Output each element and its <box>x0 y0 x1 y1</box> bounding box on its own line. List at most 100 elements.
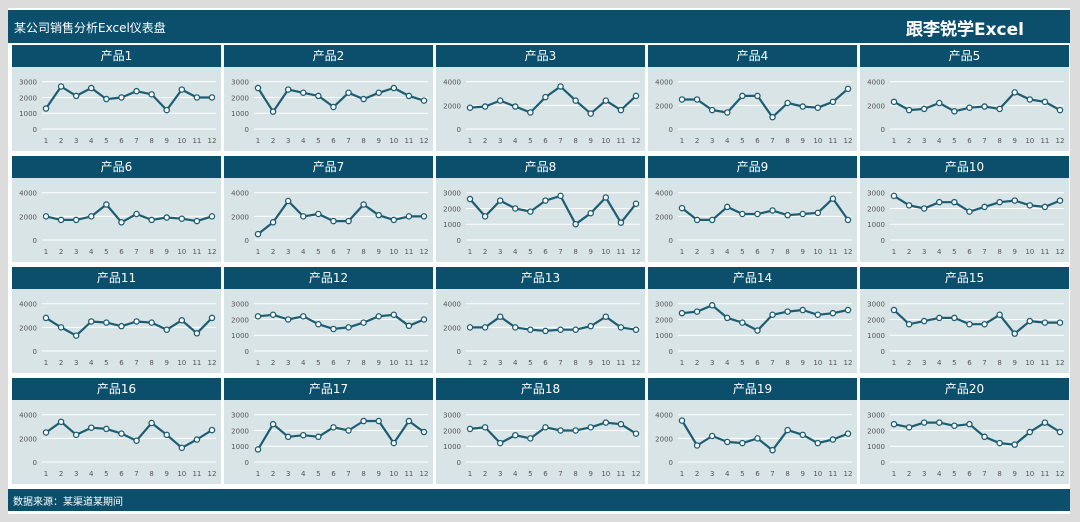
y-tick-label: 3000 <box>443 412 461 420</box>
x-tick-label: 9 <box>376 248 380 256</box>
data-point <box>1026 96 1034 103</box>
data-point <box>103 319 110 326</box>
x-tick-label: 7 <box>558 137 562 145</box>
x-tick-label: 1 <box>892 248 896 256</box>
data-point <box>572 220 579 228</box>
data-point <box>724 109 731 116</box>
chart-title: 产品9 <box>648 156 857 178</box>
data-point <box>390 439 398 447</box>
x-tick-label: 1 <box>256 470 260 478</box>
x-tick-label: 12 <box>1056 359 1065 367</box>
x-tick-label: 3 <box>498 248 502 256</box>
data-point <box>602 194 610 201</box>
data-point <box>769 311 776 319</box>
x-tick-label: 1 <box>256 359 260 367</box>
x-tick-label: 10 <box>601 359 610 367</box>
data-point <box>512 324 519 331</box>
footer-bar: 数据来源：某渠道某期间 <box>8 489 1070 511</box>
x-tick-label: 7 <box>134 137 138 145</box>
x-tick-label: 5 <box>528 137 532 145</box>
x-tick-label: 12 <box>420 470 429 478</box>
data-point <box>284 433 292 441</box>
data-point <box>951 108 958 115</box>
x-tick-label: 5 <box>952 248 956 256</box>
chart-panel: 产品8 0 1000 2000 3000 1 2 3 4 5 6 7 8 9 10 11 12 <box>436 156 645 262</box>
x-tick-label: 9 <box>800 137 804 145</box>
y-tick-label: 4000 <box>19 412 37 420</box>
data-point <box>693 308 701 315</box>
x-tick-label: 7 <box>770 248 774 256</box>
data-point <box>632 92 640 100</box>
x-tick-label: 4 <box>89 248 94 256</box>
data-point <box>178 317 186 324</box>
series-line <box>45 85 212 112</box>
series-line <box>470 315 637 333</box>
x-tick-label: 6 <box>543 359 548 367</box>
y-tick-label: 3000 <box>867 301 885 309</box>
x-tick-label: 9 <box>376 470 380 478</box>
x-tick-label: 8 <box>149 359 153 367</box>
data-point <box>208 426 216 434</box>
x-tick-label: 8 <box>361 248 365 256</box>
x-tick-label: 4 <box>725 470 730 478</box>
chart-area: 0 2000 4000 1 2 3 4 5 6 7 8 9 10 11 12 <box>436 289 645 373</box>
data-point <box>88 84 95 92</box>
data-point <box>966 420 973 428</box>
y-tick-label: 0 <box>245 237 249 245</box>
x-tick-label: 11 <box>404 248 413 256</box>
data-point <box>42 314 50 322</box>
x-tick-label: 3 <box>498 359 502 367</box>
x-tick-label: 5 <box>740 248 744 256</box>
data-point <box>1026 317 1034 325</box>
y-tick-label: 2000 <box>443 324 461 332</box>
x-tick-label: 12 <box>1056 248 1065 256</box>
x-tick-label: 2 <box>271 248 275 256</box>
data-point <box>360 201 367 208</box>
chart-title: 产品14 <box>648 267 857 289</box>
data-point <box>527 435 534 442</box>
data-point <box>390 216 398 224</box>
x-tick-label: 4 <box>301 359 306 367</box>
x-tick-label: 3 <box>74 359 78 367</box>
x-tick-label: 3 <box>74 137 78 145</box>
data-point <box>254 230 262 238</box>
data-point <box>814 311 822 319</box>
x-tick-label: 7 <box>558 248 562 256</box>
data-point <box>118 219 125 226</box>
data-point <box>148 319 155 326</box>
x-tick-label: 12 <box>844 359 853 367</box>
x-tick-label: 8 <box>997 137 1001 145</box>
chart-title: 产品8 <box>436 156 645 178</box>
x-tick-label: 11 <box>1040 137 1049 145</box>
data-source-note: 数据来源：某渠道某期间 <box>13 497 123 508</box>
data-point <box>1041 203 1049 211</box>
data-point <box>254 313 262 320</box>
y-tick-label: 3000 <box>867 412 885 420</box>
y-tick-label: 1000 <box>231 332 249 340</box>
chart-area: 0 2000 4000 1 2 3 4 5 6 7 8 9 10 11 12 <box>860 67 1069 151</box>
x-tick-label: 3 <box>286 359 290 367</box>
x-tick-label: 8 <box>785 137 789 145</box>
x-tick-label: 8 <box>149 137 153 145</box>
x-tick-label: 11 <box>192 470 201 478</box>
data-point <box>557 83 564 90</box>
data-point <box>57 216 65 224</box>
x-tick-label: 9 <box>588 359 592 367</box>
x-tick-label: 4 <box>937 248 942 256</box>
x-tick-label: 9 <box>164 248 168 256</box>
data-point <box>814 209 822 217</box>
x-tick-label: 10 <box>1025 470 1034 478</box>
x-tick-label: 5 <box>104 470 108 478</box>
x-tick-label: 10 <box>177 359 186 367</box>
x-tick-label: 2 <box>59 359 63 367</box>
data-point <box>1011 197 1018 204</box>
x-tick-label: 8 <box>361 470 365 478</box>
data-point <box>981 203 988 211</box>
chart-panel: 产品19 0 2000 4000 1 2 3 4 5 6 7 8 9 10 11 12 <box>648 378 857 484</box>
x-tick-label: 4 <box>301 137 306 145</box>
chart-panel: 产品6 0 2000 4000 1 2 3 4 5 6 7 8 9 10 11 12 <box>12 156 221 262</box>
data-point <box>345 324 352 331</box>
data-point <box>557 427 564 434</box>
x-tick-label: 5 <box>316 470 320 478</box>
